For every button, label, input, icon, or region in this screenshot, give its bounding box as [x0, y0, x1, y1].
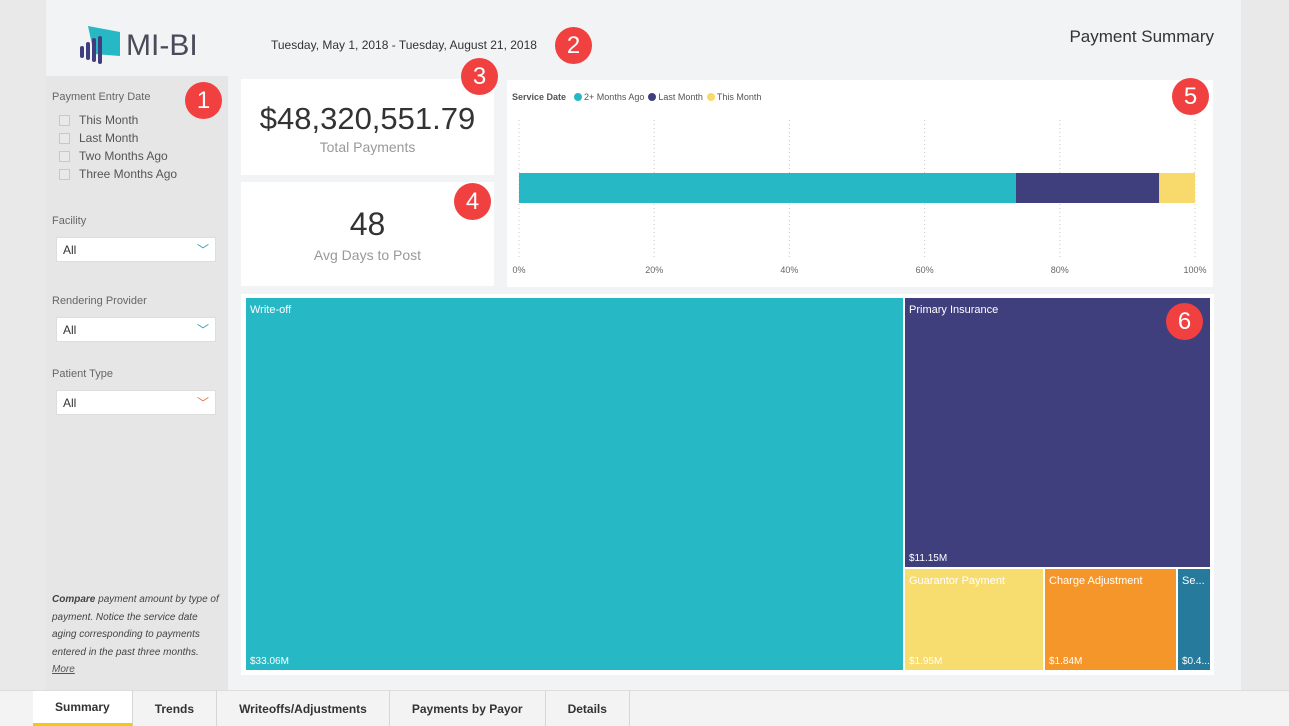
chevron-down-icon: ﹀: [196, 323, 209, 337]
facility-value: All: [63, 242, 77, 257]
legend-label: 2+ Months Ago: [584, 92, 645, 102]
patient-type-value: All: [63, 395, 77, 410]
logo: MI-BI: [80, 26, 198, 66]
annotation-badge-5: 5: [1172, 78, 1209, 115]
tab-payments-by-payor[interactable]: Payments by Payor: [390, 691, 546, 726]
tile-value: $0.4...: [1182, 656, 1210, 667]
legend-label: This Month: [716, 92, 762, 102]
chart-legend: Service Date 2+ Months Ago Last Month This…: [512, 92, 761, 102]
x-tick-label: 20%: [645, 265, 663, 275]
tile-label: Guarantor Payment: [909, 575, 1005, 587]
x-tick-label: 40%: [780, 265, 798, 275]
avg-days-value: 48: [349, 206, 386, 242]
checkbox-two-months-ago[interactable]: Two Months Ago: [52, 147, 177, 165]
annotation-badge-6: 6: [1166, 303, 1203, 340]
tab-details[interactable]: Details: [546, 691, 630, 726]
facility-dropdown[interactable]: All ﹀: [56, 237, 216, 262]
x-tick-label: 80%: [1051, 265, 1069, 275]
page-tabs: Summary Trends Writeoffs/Adjustments Pay…: [0, 690, 1289, 726]
rendering-provider-label: Rendering Provider: [52, 295, 147, 307]
patient-type-dropdown[interactable]: All ﹀: [56, 390, 216, 415]
tile-label: Primary Insurance: [909, 304, 999, 316]
option-label: Three Months Ago: [79, 167, 178, 181]
logo-text: MI-BI: [126, 29, 198, 62]
x-tick-label: 60%: [916, 265, 934, 275]
tab-writeoffs-adjustments[interactable]: Writeoffs/Adjustments: [217, 691, 390, 726]
option-label: This Month: [79, 113, 139, 127]
legend-dot-icon: [648, 93, 657, 101]
x-tick-label: 0%: [512, 265, 525, 275]
date-range: Tuesday, May 1, 2018 - Tuesday, August 2…: [271, 38, 537, 52]
service-date-chart: Service Date 2+ Months Ago Last Month This…: [507, 80, 1213, 287]
treemap-charge-adjustment[interactable]: Charge Adjustment $1.84M: [1045, 569, 1176, 670]
patient-type-label: Patient Type: [52, 368, 113, 380]
avg-days-card: 48 Avg Days to Post: [241, 182, 494, 286]
more-link[interactable]: More: [52, 664, 75, 675]
tile-label: Se...: [1182, 575, 1205, 587]
logo-icon: [80, 26, 120, 64]
bar-segment-2-months-ago[interactable]: [519, 173, 1016, 203]
payment-entry-date-label: Payment Entry Date: [52, 91, 151, 103]
checkbox-three-months-ago[interactable]: Three Months Ago: [52, 165, 177, 183]
tile-value: $1.84M: [1049, 656, 1083, 667]
treemap-write-off[interactable]: Write-off $33.06M: [246, 298, 903, 670]
treemap-guarantor-payment[interactable]: Guarantor Payment $1.95M: [905, 569, 1043, 670]
avg-days-label: Avg Days to Post: [313, 247, 422, 263]
tab-trends[interactable]: Trends: [133, 691, 218, 726]
bar-chart-plot: 0% 20% 40% 60% 80% 100%: [512, 120, 1207, 275]
treemap-other[interactable]: Se... $0.4...: [1178, 569, 1210, 670]
legend-dot-icon: [574, 93, 583, 101]
checkbox-last-month[interactable]: Last Month: [52, 129, 177, 147]
facility-label: Facility: [52, 215, 87, 227]
rendering-provider-value: All: [63, 322, 77, 337]
bar-segment-this-month[interactable]: [1159, 173, 1195, 203]
tile-value: $11.15M: [909, 553, 948, 564]
option-label: Last Month: [79, 131, 139, 145]
legend-item[interactable]: 2+ Months Ago: [574, 92, 644, 102]
legend-title: Service Date: [512, 92, 567, 102]
legend-dot-icon: [706, 93, 715, 101]
bar-segment-last-month[interactable]: [1015, 173, 1160, 203]
rendering-provider-dropdown[interactable]: All ﹀: [56, 317, 216, 342]
annotation-badge-4: 4: [454, 183, 491, 220]
total-payments-card: $48,320,551.79 Total Payments: [241, 79, 494, 175]
legend-label: Last Month: [658, 92, 703, 102]
annotation-badge-2: 2: [555, 27, 592, 64]
tab-summary[interactable]: Summary: [33, 691, 133, 726]
tile-label: Write-off: [250, 304, 292, 316]
note-bold: Compare: [52, 594, 96, 605]
annotation-badge-3: 3: [461, 58, 498, 95]
note-text: payment amount by type of payment. Notic…: [52, 594, 219, 658]
treemap-primary-insurance[interactable]: Primary Insurance $11.15M: [905, 298, 1210, 567]
annotation-badge-1: 1: [185, 82, 222, 119]
legend-item[interactable]: This Month: [706, 92, 762, 102]
legend-item[interactable]: Last Month: [648, 92, 703, 102]
x-tick-label: 100%: [1183, 265, 1206, 275]
option-label: Two Months Ago: [79, 149, 168, 163]
slicer-panel: Payment Entry Date This Month Last Month…: [46, 76, 228, 690]
tile-label: Charge Adjustment: [1049, 575, 1143, 587]
payment-entry-date-slicer: This Month Last Month Two Months Ago Thr…: [52, 111, 177, 183]
page-title: Payment Summary: [1069, 27, 1214, 46]
checkbox-this-month[interactable]: This Month: [52, 111, 177, 129]
tile-value: $33.06M: [250, 656, 289, 667]
description-note: Compare payment amount by type of paymen…: [52, 591, 222, 679]
tile-value: $1.95M: [909, 656, 943, 667]
total-payments-value: $48,320,551.79: [259, 101, 476, 136]
chevron-down-icon: ﹀: [196, 243, 209, 257]
total-payments-label: Total Payments: [319, 139, 416, 155]
chevron-down-icon: ﹀: [196, 396, 209, 410]
